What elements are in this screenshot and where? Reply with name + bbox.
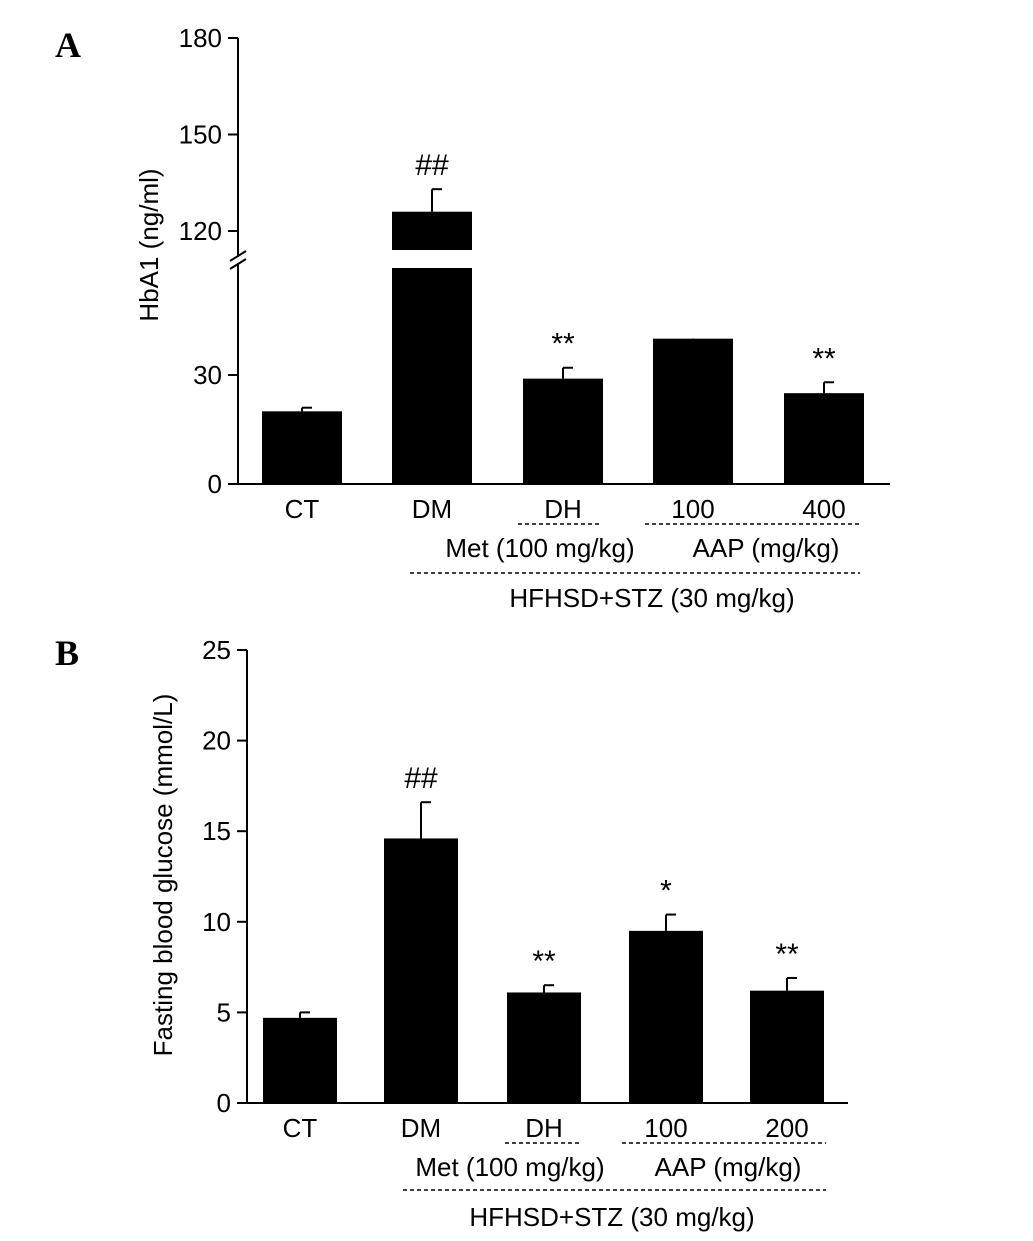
panel-b-y-tick-label: 20: [202, 726, 231, 756]
panel-a-x-tick-label: CT: [285, 494, 320, 524]
panel-b-y-axis-label: Fasting blood glucose (mmol/L): [148, 694, 178, 1057]
panel-a-y-tick-label: 120: [179, 216, 222, 246]
panel-b-significance-label: **: [532, 945, 556, 978]
panel-a-bar: [523, 378, 603, 484]
panel-a-bar: [784, 393, 864, 484]
panel-a-chart: A HbA1 (ng/ml) 0 30 120 150 180 CT ## DM ** DH * 10…: [55, 23, 890, 613]
panel-b-y-tick-label: 15: [202, 816, 231, 846]
panel-a-group-label: Met (100 mg/kg): [445, 533, 634, 563]
panel-a-significance-label: ##: [415, 149, 449, 182]
panel-b-bar: [384, 838, 458, 1103]
panel-a-axis-break-mark: [229, 250, 247, 262]
panel-a-label: A: [55, 25, 81, 65]
panel-a-significance-label: *: [687, 432, 699, 465]
panel-b-significance-label: **: [775, 938, 799, 971]
panel-b-y-tick-label: 25: [202, 635, 231, 665]
panel-b-y-tick-label: 0: [217, 1088, 231, 1118]
panel-a-group-label: AAP (mg/kg): [693, 533, 840, 563]
panel-a-significance-label: **: [551, 328, 575, 361]
panel-b-group-label: Met (100 mg/kg): [415, 1152, 604, 1182]
panel-b-label: B: [55, 633, 79, 673]
panel-b-bar: [750, 990, 824, 1103]
panel-a-bar: [392, 211, 472, 250]
panel-b-group-label: HFHSD+STZ (30 mg/kg): [469, 1202, 754, 1232]
panel-a-x-tick-label: 100: [671, 494, 714, 524]
panel-b-significance-label: *: [660, 875, 672, 908]
panel-b-group-label: AAP (mg/kg): [655, 1152, 802, 1182]
panel-b-x-tick-label: CT: [283, 1113, 318, 1143]
panel-b-x-tick-label: DH: [525, 1113, 563, 1143]
panel-b-y-tick-label: 5: [217, 997, 231, 1027]
panel-a-y-axis-label: HbA1 (ng/ml): [134, 168, 164, 321]
panel-a-y-tick-label: 150: [179, 120, 222, 150]
panel-b-bar: [263, 1017, 337, 1103]
panel-a-bar-lower: [392, 268, 472, 484]
panel-a-x-tick-label: 400: [802, 494, 845, 524]
panel-a-y-tick-label: 180: [179, 23, 222, 53]
panel-a-x-tick-label: DM: [412, 494, 452, 524]
panel-b-x-tick-label: 100: [644, 1113, 687, 1143]
panel-b-y-tick-label: 10: [202, 907, 231, 937]
panel-b-significance-label: ##: [404, 762, 438, 795]
panel-a-y-tick-label: 0: [208, 469, 222, 499]
panel-a-significance-label: **: [812, 342, 836, 375]
panel-b-chart: B Fasting blood glucose (mmol/L) 0 5 10 15 2…: [55, 633, 848, 1232]
panel-a-axis-break-mark: [229, 258, 247, 270]
panel-a-y-tick-label: 30: [193, 360, 222, 390]
panel-a-group-label: HFHSD+STZ (30 mg/kg): [509, 583, 794, 613]
panel-a-x-tick-label: DH: [544, 494, 582, 524]
panel-b-bar: [507, 992, 581, 1103]
panel-a-bar: [262, 411, 342, 484]
panel-b-x-tick-label: DM: [401, 1113, 441, 1143]
panel-b-x-tick-label: 200: [765, 1113, 808, 1143]
panel-b-bar: [629, 930, 703, 1103]
